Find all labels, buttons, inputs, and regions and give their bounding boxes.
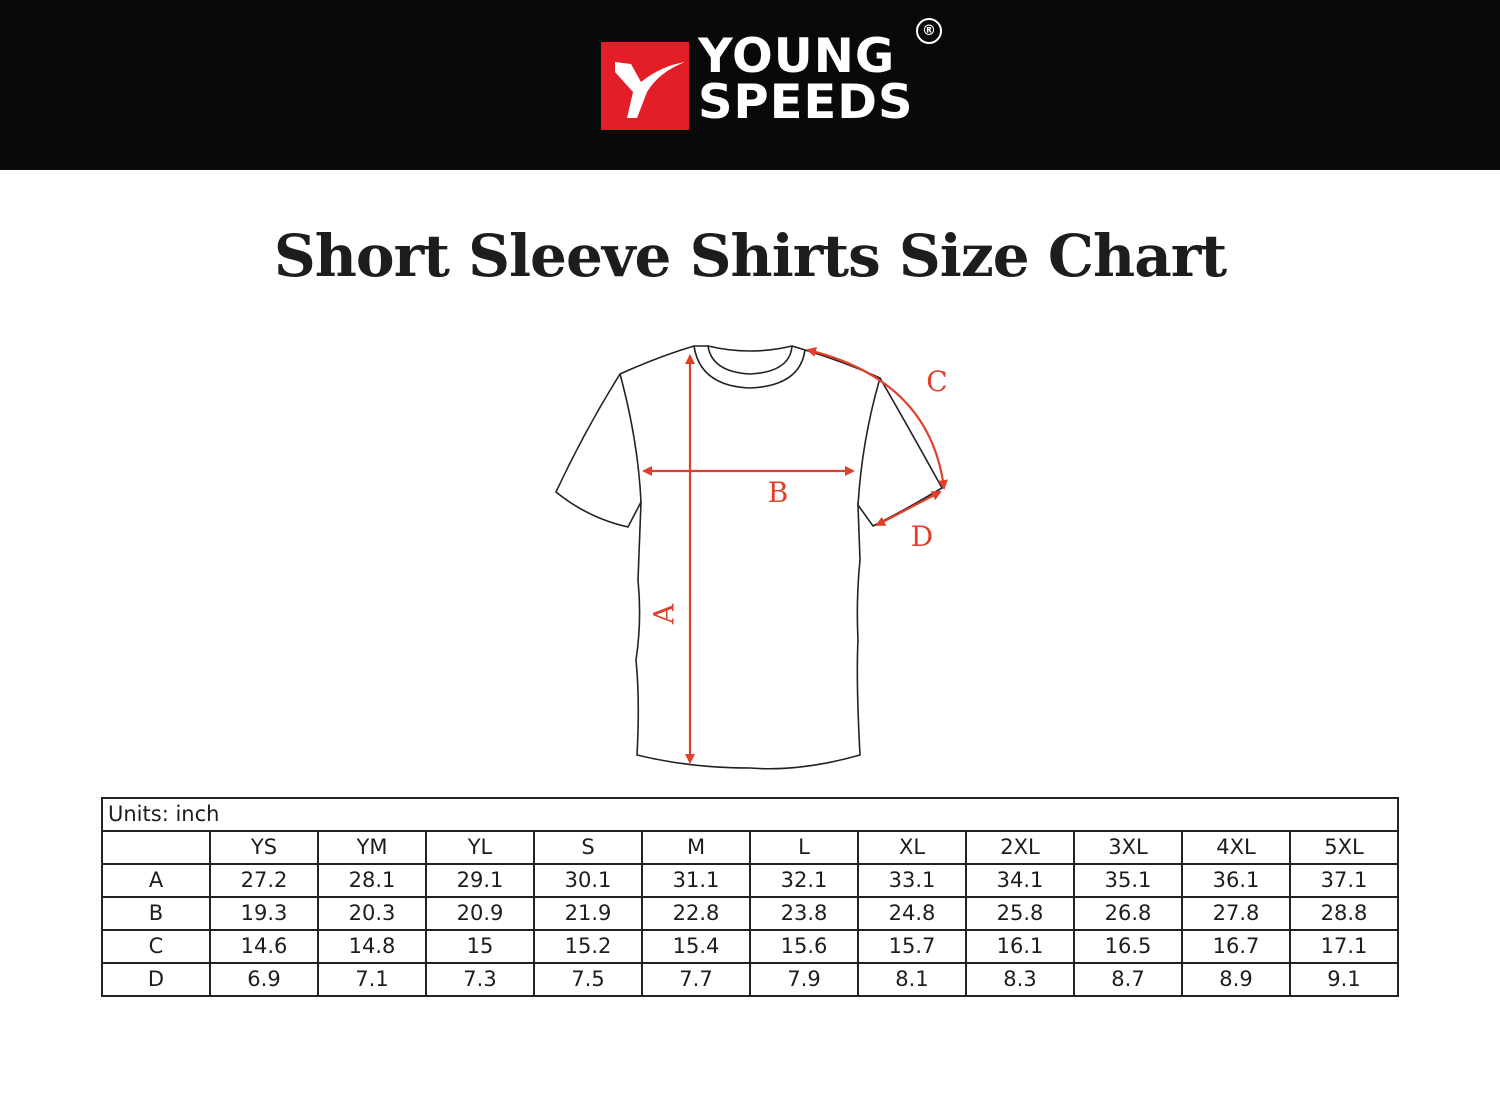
table-cell: XL <box>857 830 967 865</box>
page-title: Short Sleeve Shirts Size Chart <box>273 222 1227 290</box>
row-label-cell: C <box>101 929 211 964</box>
table-cell: 7.3 <box>425 962 535 997</box>
table-row: C 14.6 14.8 15 15.2 15.4 15.6 15.7 16.1 16.5 16.7 1… <box>101 929 1399 964</box>
table-cell: 8.3 <box>965 962 1075 997</box>
table-cell: 17.1 <box>1289 929 1399 964</box>
table-cell: 2XL <box>965 830 1075 865</box>
table-cell: 3XL <box>1073 830 1183 865</box>
table-row: A 27.2 28.1 29.1 30.1 31.1 32.1 33.1 34.1 35.1 36.… <box>101 863 1399 898</box>
table-cell: YL <box>425 830 535 865</box>
logo-text: YOUNG SPEEDS <box>698 29 914 130</box>
registered-mark: ® <box>916 18 942 44</box>
table-cell: 14.6 <box>209 929 319 964</box>
table-cell: 6.9 <box>209 962 319 997</box>
label-b: B <box>768 476 789 509</box>
arrow-d <box>875 491 942 526</box>
table-cell: 27.2 <box>209 863 319 898</box>
table-cell: 8.9 <box>1181 962 1291 997</box>
table-cell: 16.5 <box>1073 929 1183 964</box>
shirt-diagram: A B C D <box>555 345 948 770</box>
size-table: Units: inch YS YM YL S M L XL 2XL 3XL 4XL 5XL A 27.2… <box>101 797 1399 997</box>
table-cell: 20.9 <box>425 896 535 931</box>
table-cell: 31.1 <box>641 863 751 898</box>
table-cell: 36.1 <box>1181 863 1291 898</box>
table-cell: 7.1 <box>317 962 427 997</box>
table-cell: 32.1 <box>749 863 859 898</box>
table-cell: 14.8 <box>317 929 427 964</box>
label-a: A <box>648 603 681 625</box>
table-cell: 23.8 <box>749 896 859 931</box>
table-cell: 16.1 <box>965 929 1075 964</box>
table-cell: S <box>533 830 643 865</box>
logo-mark <box>601 42 689 130</box>
table-cell: 8.7 <box>1073 962 1183 997</box>
table-cell: 20.3 <box>317 896 427 931</box>
table-cell: YS <box>209 830 319 865</box>
table-cell: 19.3 <box>209 896 319 931</box>
table-cell: YM <box>317 830 427 865</box>
logo-line-2: SPEEDS <box>698 75 914 130</box>
table-cell: 35.1 <box>1073 863 1183 898</box>
table-cell: 37.1 <box>1289 863 1399 898</box>
units-label: Units: inch <box>101 797 1399 832</box>
table-cell: 9.1 <box>1289 962 1399 997</box>
row-label-cell <box>101 830 211 865</box>
table-row: B 19.3 20.3 20.9 21.9 22.8 23.8 24.8 25.8 26.8 27.… <box>101 896 1399 931</box>
row-label-cell: A <box>101 863 211 898</box>
arrow-c <box>806 347 948 490</box>
table-cell: L <box>749 830 859 865</box>
header-row: YS YM YL S M L XL 2XL 3XL 4XL 5XL <box>101 830 1399 865</box>
table-cell: 24.8 <box>857 896 967 931</box>
header-banner: YOUNG SPEEDS ® <box>0 0 1500 170</box>
table-cell: 25.8 <box>965 896 1075 931</box>
table-cell: 30.1 <box>533 863 643 898</box>
table-cell: 26.8 <box>1073 896 1183 931</box>
table-cell: 22.8 <box>641 896 751 931</box>
table-cell: 15.7 <box>857 929 967 964</box>
label-c: C <box>926 365 947 398</box>
table-cell: 34.1 <box>965 863 1075 898</box>
table-cell: M <box>641 830 751 865</box>
table-cell: 33.1 <box>857 863 967 898</box>
table-cell: 7.5 <box>533 962 643 997</box>
table-cell: 21.9 <box>533 896 643 931</box>
table-cell: 28.1 <box>317 863 427 898</box>
table-cell: 8.1 <box>857 962 967 997</box>
table-cell: 27.8 <box>1181 896 1291 931</box>
logo-line-1: YOUNG <box>698 29 896 84</box>
row-label-cell: D <box>101 962 211 997</box>
table-cell: 15 <box>425 929 535 964</box>
label-d: D <box>911 520 933 553</box>
table-cell: 15.4 <box>641 929 751 964</box>
table-cell: 7.9 <box>749 962 859 997</box>
row-label-cell: B <box>101 896 211 931</box>
table-cell: 16.7 <box>1181 929 1291 964</box>
shirt-outline <box>555 345 944 770</box>
table-cell: 7.7 <box>641 962 751 997</box>
runner-x-icon <box>615 62 685 118</box>
table-cell: 29.1 <box>425 863 535 898</box>
table-cell: 15.2 <box>533 929 643 964</box>
table-cell: 4XL <box>1181 830 1291 865</box>
table-row: D 6.9 7.1 7.3 7.5 7.7 7.9 8.1 8.3 8.7 8.9 9.1 <box>101 962 1399 997</box>
table-cell: 28.8 <box>1289 896 1399 931</box>
table-cell: 5XL <box>1289 830 1399 865</box>
table-cell: 15.6 <box>749 929 859 964</box>
